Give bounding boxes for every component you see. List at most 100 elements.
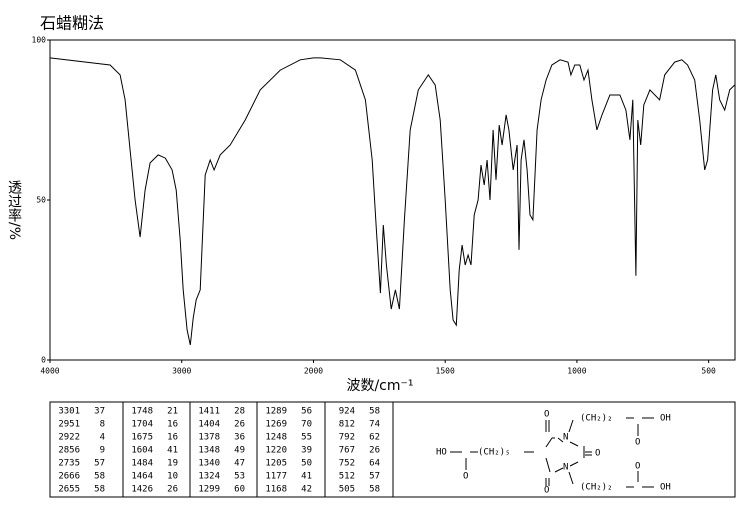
peak-transmittance: 57 bbox=[94, 459, 105, 469]
peak-transmittance: 62 bbox=[369, 433, 380, 443]
x-tick-label: 2000 bbox=[304, 367, 323, 376]
peak-wavenumber: 1177 bbox=[265, 472, 287, 482]
peak-wavenumber: 1220 bbox=[265, 446, 287, 456]
peak-transmittance: 60 bbox=[234, 485, 245, 495]
peak-wavenumber: 2666 bbox=[58, 472, 80, 482]
peak-transmittance: 28 bbox=[234, 407, 245, 417]
peak-transmittance: 55 bbox=[301, 433, 312, 443]
atom-label: HO bbox=[436, 448, 447, 458]
peak-wavenumber: 1289 bbox=[265, 407, 287, 417]
peak-wavenumber: 1704 bbox=[131, 420, 153, 430]
peak-transmittance: 42 bbox=[301, 485, 312, 495]
atom-label: N bbox=[563, 463, 568, 473]
peak-wavenumber: 1269 bbox=[265, 420, 287, 430]
peak-transmittance: 47 bbox=[234, 459, 245, 469]
structure-labels: O N O N O HO O (CH₂)₅ (CH₂)₂ O OH (CH₂)₂… bbox=[436, 410, 671, 496]
peak-wavenumber: 1348 bbox=[198, 446, 220, 456]
peak-wavenumber: 2922 bbox=[58, 433, 80, 443]
peak-transmittance: 49 bbox=[234, 446, 245, 456]
peak-wavenumber: 2951 bbox=[58, 420, 80, 430]
peak-transmittance: 58 bbox=[369, 485, 380, 495]
peak-wavenumber: 1340 bbox=[198, 459, 220, 469]
peak-transmittance: 58 bbox=[94, 472, 105, 482]
peak-transmittance: 10 bbox=[167, 472, 178, 482]
peak-transmittance: 74 bbox=[369, 420, 380, 430]
x-tick-label: 4000 bbox=[40, 367, 59, 376]
x-tick-label: 3000 bbox=[172, 367, 191, 376]
peak-transmittance: 41 bbox=[167, 446, 178, 456]
peak-wavenumber: 2856 bbox=[58, 446, 80, 456]
peak-wavenumber: 1168 bbox=[265, 485, 287, 495]
peak-transmittance: 64 bbox=[369, 459, 380, 469]
peak-wavenumber: 1299 bbox=[198, 485, 220, 495]
atom-label: O bbox=[463, 472, 468, 482]
peak-wavenumber: 752 bbox=[339, 459, 355, 469]
peak-transmittance: 26 bbox=[234, 420, 245, 430]
peak-transmittance: 58 bbox=[369, 407, 380, 417]
peak-transmittance: 36 bbox=[234, 433, 245, 443]
peak-wavenumber: 812 bbox=[339, 420, 355, 430]
peak-transmittance: 56 bbox=[301, 407, 312, 417]
peak-wavenumber: 1205 bbox=[265, 459, 287, 469]
peak-wavenumber: 1748 bbox=[131, 407, 153, 417]
peak-wavenumber: 1248 bbox=[265, 433, 287, 443]
peak-wavenumber: 1484 bbox=[131, 459, 153, 469]
peak-wavenumber: 767 bbox=[339, 446, 355, 456]
peak-transmittance: 26 bbox=[369, 446, 380, 456]
atom-label: OH bbox=[660, 483, 671, 493]
chart-title: 石蜡糊法 bbox=[40, 14, 104, 33]
peak-wavenumber: 2655 bbox=[58, 485, 80, 495]
peak-transmittance: 53 bbox=[234, 472, 245, 482]
peak-transmittance: 70 bbox=[301, 420, 312, 430]
atom-label: OH bbox=[660, 414, 671, 424]
y-axis-label: 透过率/% bbox=[6, 180, 22, 240]
x-tick-label: 1500 bbox=[436, 367, 455, 376]
peak-transmittance: 41 bbox=[301, 472, 312, 482]
atom-label: O bbox=[635, 462, 640, 472]
peak-wavenumber: 1464 bbox=[131, 472, 153, 482]
peak-transmittance: 58 bbox=[94, 485, 105, 495]
peak-wavenumber: 505 bbox=[339, 485, 355, 495]
peak-wavenumber: 1675 bbox=[131, 433, 153, 443]
peak-transmittance: 21 bbox=[167, 407, 178, 417]
peak-transmittance: 26 bbox=[167, 485, 178, 495]
peak-wavenumber: 2735 bbox=[58, 459, 80, 469]
peak-transmittance: 9 bbox=[100, 446, 105, 456]
x-axis-label: 波数/cm⁻¹ bbox=[346, 378, 413, 394]
peak-transmittance: 50 bbox=[301, 459, 312, 469]
peak-wavenumber: 512 bbox=[339, 472, 355, 482]
atom-label: (CH₂)₂ bbox=[580, 414, 613, 424]
plot-frame bbox=[49, 39, 736, 361]
peak-transmittance: 16 bbox=[167, 433, 178, 443]
structure-bonds bbox=[450, 417, 654, 488]
peak-wavenumber: 1378 bbox=[198, 433, 220, 443]
x-tick-label: 500 bbox=[701, 367, 716, 376]
atom-label: O bbox=[635, 438, 640, 448]
peak-transmittance: 39 bbox=[301, 446, 312, 456]
peak-wavenumber: 3301 bbox=[58, 407, 80, 417]
peak-wavenumber: 1411 bbox=[198, 407, 220, 417]
peak-transmittance: 4 bbox=[100, 433, 105, 443]
peak-transmittance: 8 bbox=[100, 420, 105, 430]
peak-transmittance: 57 bbox=[369, 472, 380, 482]
y-tick-label: 0 bbox=[41, 356, 46, 365]
atom-label: O bbox=[544, 486, 549, 496]
y-tick-label: 100 bbox=[32, 36, 47, 45]
atom-label: (CH₂)₅ bbox=[478, 448, 511, 458]
x-tick-label: 1000 bbox=[567, 367, 586, 376]
peak-wavenumber: 1604 bbox=[131, 446, 153, 456]
peak-wavenumber: 1324 bbox=[198, 472, 220, 482]
atom-label: N bbox=[563, 433, 568, 443]
peak-transmittance: 19 bbox=[167, 459, 178, 469]
peak-wavenumber: 1426 bbox=[131, 485, 153, 495]
y-tick-label: 50 bbox=[36, 196, 46, 205]
peak-wavenumber: 924 bbox=[339, 407, 355, 417]
atom-label: (CH₂)₂ bbox=[580, 483, 613, 493]
peak-transmittance: 37 bbox=[94, 407, 105, 417]
atom-label: O bbox=[595, 449, 600, 459]
peak-wavenumber: 1404 bbox=[198, 420, 220, 430]
spectrum-line bbox=[49, 57, 735, 346]
peak-wavenumber: 792 bbox=[339, 433, 355, 443]
peak-transmittance: 16 bbox=[167, 420, 178, 430]
